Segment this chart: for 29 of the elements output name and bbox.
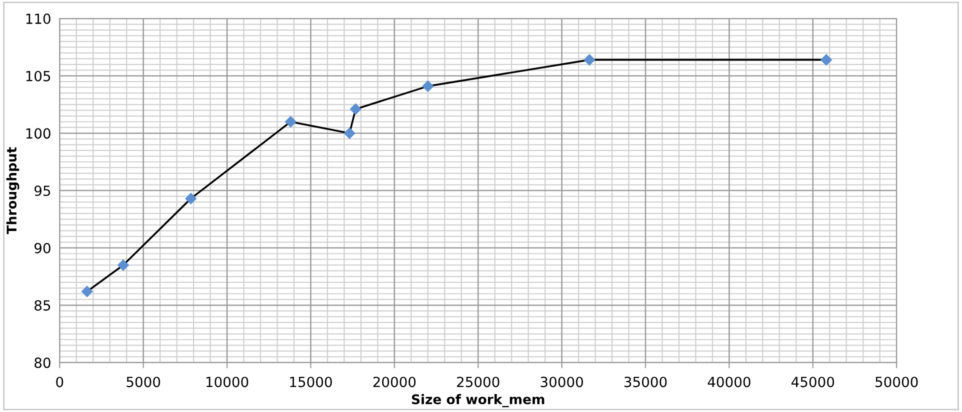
y-axis-title: Throughput: [6, 147, 20, 234]
x-tick-label: 20000: [373, 376, 416, 388]
x-tick-label: 40000: [708, 376, 750, 388]
y-tick-label: 105: [26, 70, 50, 82]
y-tick-label: 80: [34, 358, 50, 368]
point: [350, 104, 362, 115]
y-tick-label: 85: [34, 300, 50, 311]
point: [422, 80, 434, 92]
x-tick-label: 30000: [540, 376, 583, 388]
point: [820, 54, 832, 66]
point: [185, 192, 196, 204]
point: [285, 116, 296, 128]
x-axis-title: Size of work_mem: [412, 394, 544, 408]
y-tick-label: 90: [34, 242, 50, 254]
x-tick-label: 10000: [206, 376, 248, 388]
x-tick-label: 15000: [290, 376, 332, 388]
y-tick-label: 110: [26, 14, 50, 24]
y-tick-label: 95: [34, 186, 50, 196]
point: [118, 259, 129, 271]
x-tick-label: 5000: [126, 376, 160, 388]
x-tick-label: 0: [56, 376, 64, 388]
x-tick-label: 50000: [876, 376, 918, 388]
y-tick-label: 100: [26, 128, 50, 139]
x-tick-label: 35000: [624, 376, 667, 388]
x-tick-label: 45000: [791, 376, 834, 388]
x-tick-label: 25000: [457, 376, 500, 388]
point: [584, 54, 596, 66]
point: [81, 286, 93, 298]
point: [344, 128, 356, 139]
